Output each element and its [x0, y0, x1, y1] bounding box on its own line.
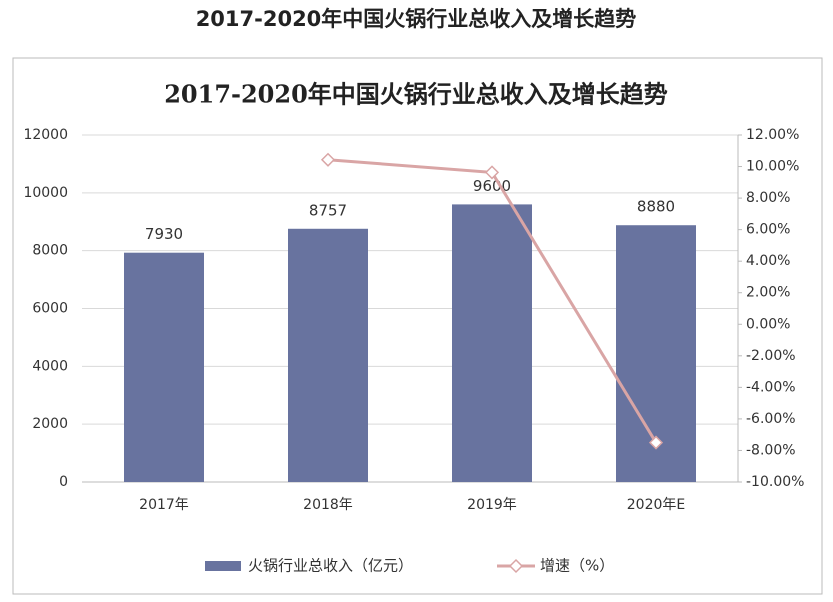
y2-tick-label: 8.00%: [746, 190, 790, 206]
chart-title: 2017-2020年中国火锅行业总收入及增长趋势: [164, 80, 668, 109]
bar: [452, 204, 532, 482]
y-tick-label: 10000: [23, 185, 68, 201]
x-tick-label: 2019年: [467, 497, 517, 513]
y2-tick-label: 4.00%: [746, 253, 790, 269]
data-label: 7930: [145, 225, 183, 243]
data-label: 8757: [309, 201, 347, 219]
y2-tick-label: 10.00%: [746, 159, 799, 175]
y-tick-label: 12000: [23, 127, 68, 143]
y2-tick-label: -2.00%: [746, 348, 796, 364]
data-label: 8880: [637, 198, 675, 216]
y-tick-label: 2000: [32, 416, 68, 432]
legend-swatch: [508, 558, 524, 574]
bar: [124, 252, 204, 482]
y-tick-label: 6000: [32, 301, 68, 317]
y2-tick-label: 0.00%: [746, 316, 790, 332]
x-tick-label: 2018年: [303, 497, 353, 513]
line-marker: [484, 165, 500, 180]
x-tick-label: 2017年: [139, 497, 189, 513]
line-marker: [320, 152, 336, 167]
y2-tick-label: 6.00%: [746, 222, 790, 238]
y-tick-label: 8000: [32, 243, 68, 259]
y2-tick-label: 2.00%: [746, 285, 790, 301]
legend-label: 增速（%）: [540, 557, 614, 575]
page-title: 2017-2020年中国火锅行业总收入及增长趋势: [196, 7, 637, 31]
y-tick-label: 4000: [32, 358, 68, 374]
x-tick-label: 2020年E: [627, 497, 685, 513]
y2-tick-label: -4.00%: [746, 379, 796, 395]
legend-swatch: [205, 561, 241, 571]
legend-label: 火锅行业总收入（亿元）: [248, 557, 413, 575]
y2-tick-label: -6.00%: [746, 411, 796, 427]
y-tick-label: 0: [59, 474, 68, 490]
y2-tick-label: 12.00%: [746, 127, 799, 143]
y2-tick-label: -8.00%: [746, 442, 796, 458]
line-marker: [648, 435, 664, 450]
y2-tick-label: -10.00%: [746, 474, 804, 490]
bar: [288, 228, 368, 482]
